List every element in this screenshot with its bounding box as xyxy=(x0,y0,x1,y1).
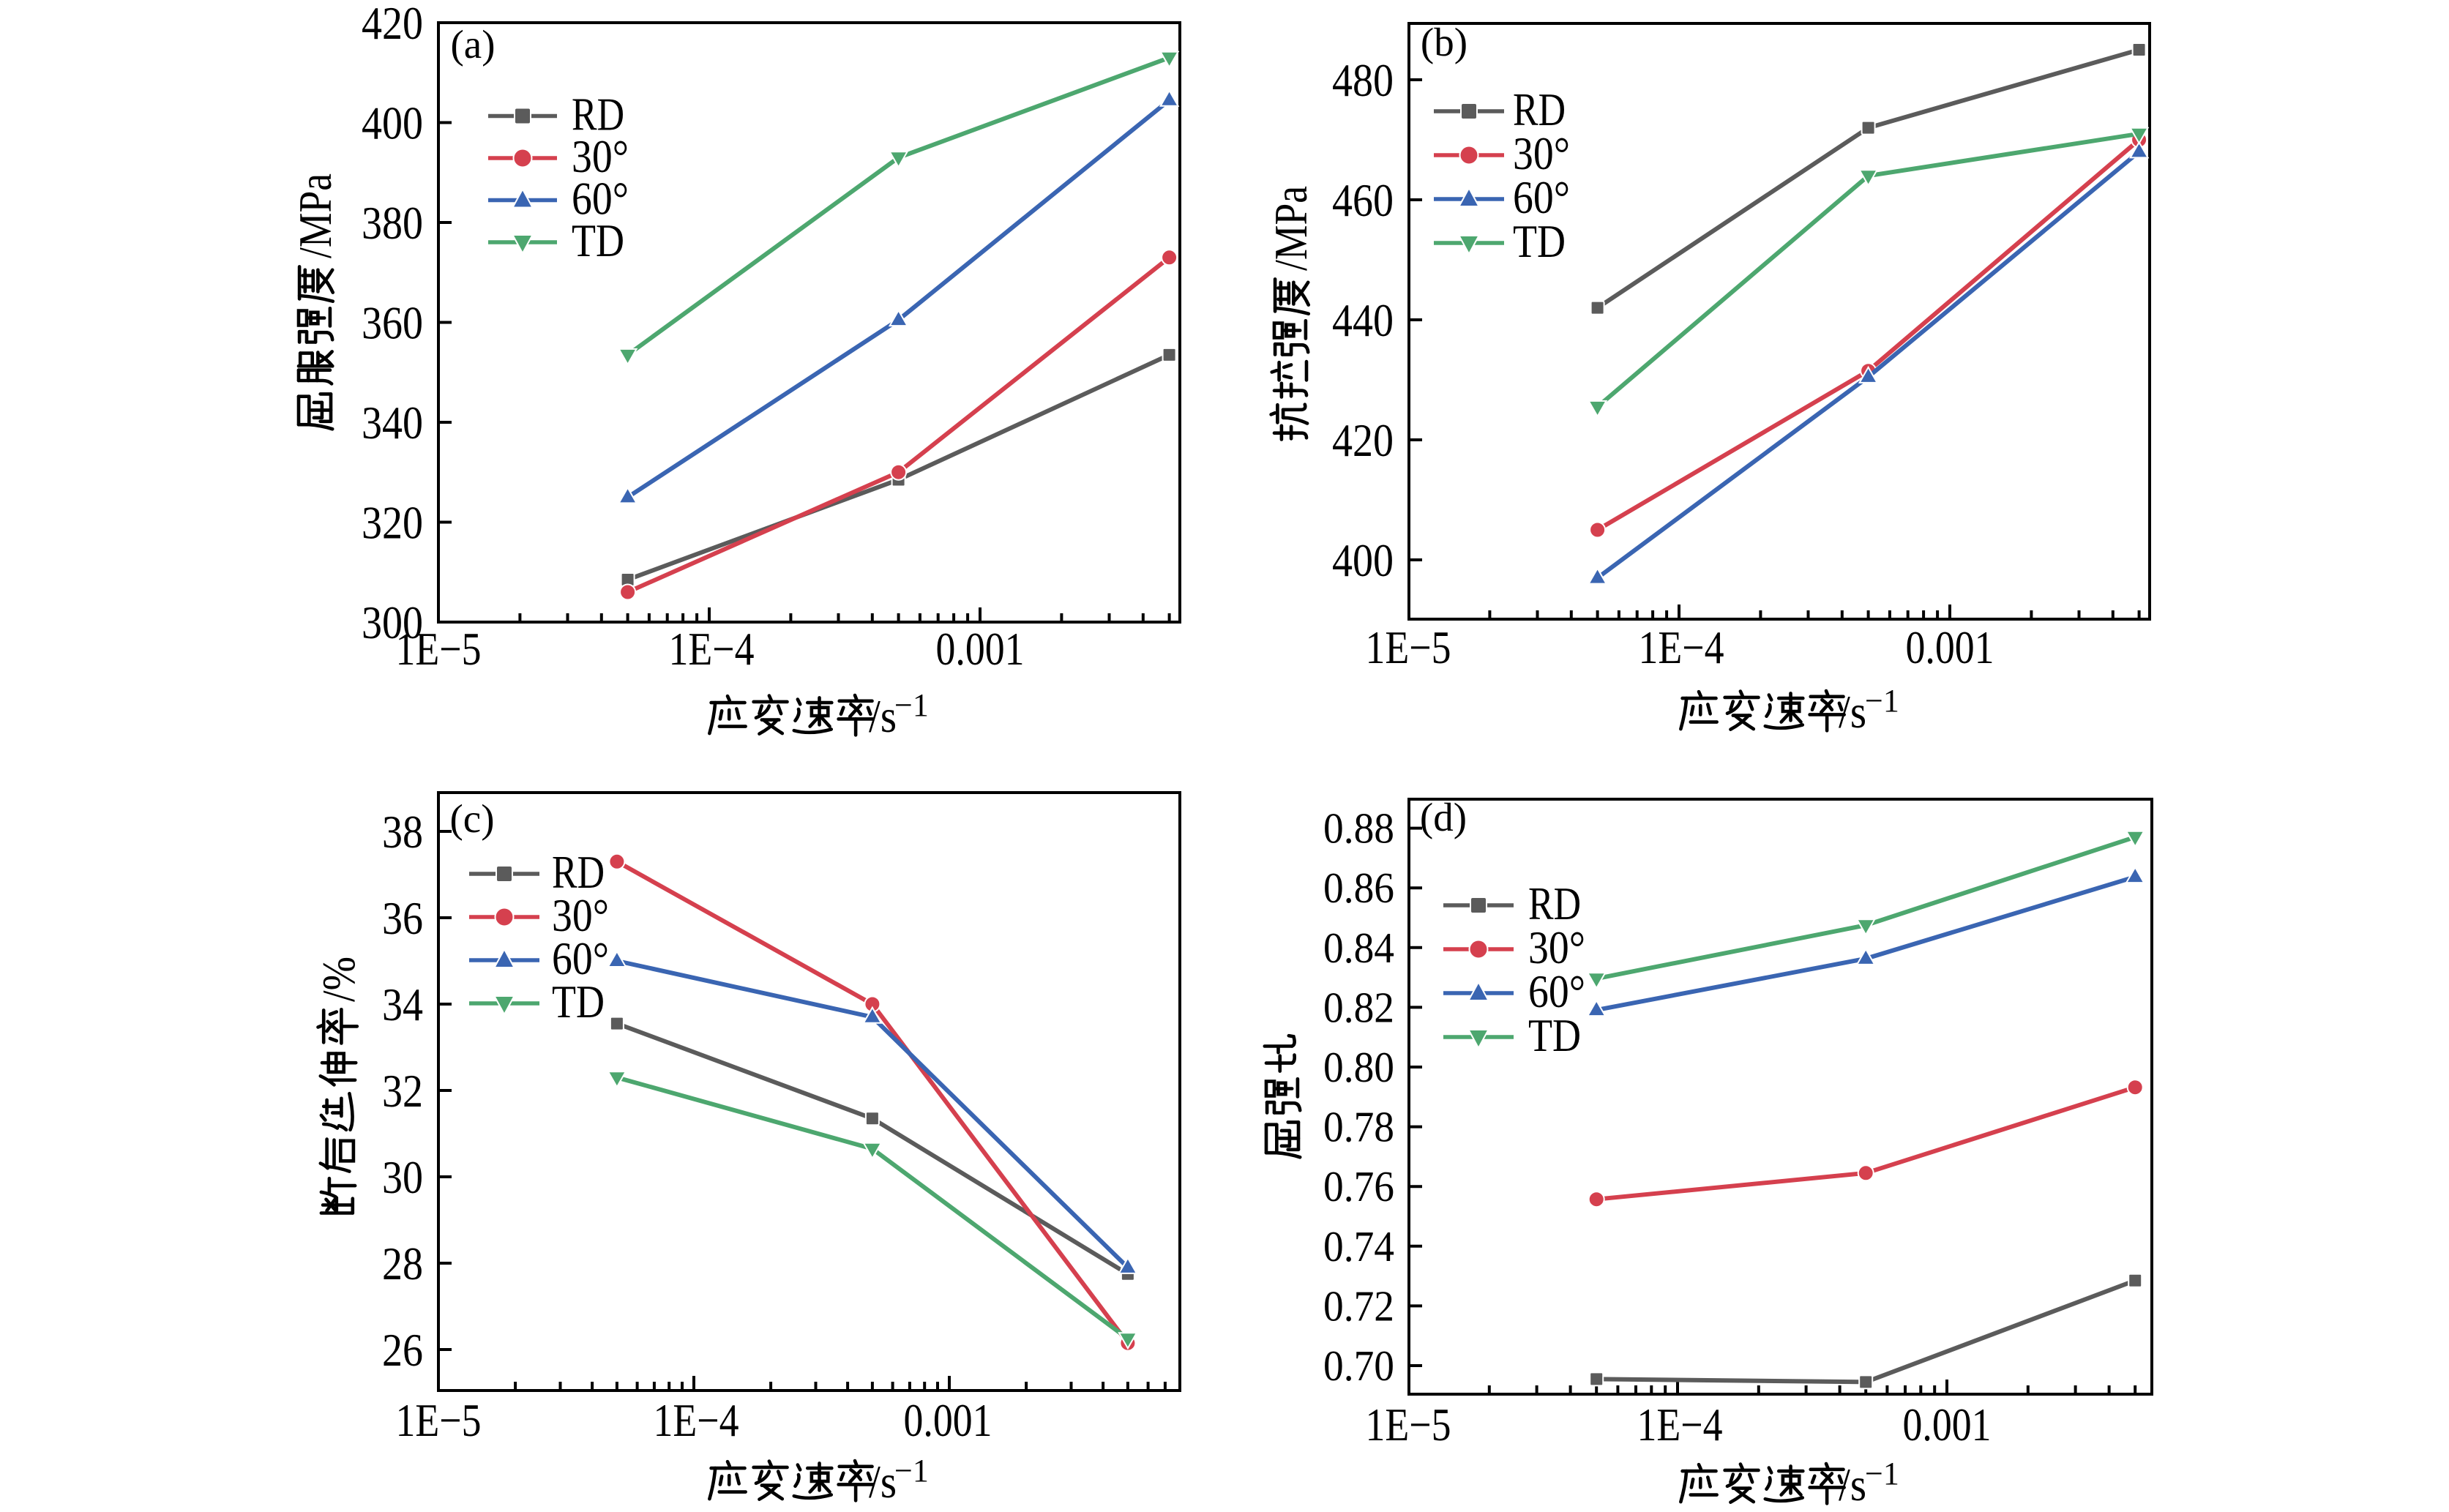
svg-text:34: 34 xyxy=(382,978,423,1030)
svg-text:0.001: 0.001 xyxy=(904,1394,992,1446)
svg-text:0.74: 0.74 xyxy=(1323,1222,1394,1270)
svg-text:1E−4: 1E−4 xyxy=(654,1394,739,1446)
svg-text:1E−5: 1E−5 xyxy=(396,1394,482,1446)
svg-text:(d): (d) xyxy=(1420,795,1467,839)
svg-text:−1: −1 xyxy=(1865,1456,1899,1492)
svg-text:0.001: 0.001 xyxy=(936,623,1025,675)
svg-text:400: 400 xyxy=(1332,534,1394,586)
svg-text:/s: /s xyxy=(869,691,897,742)
svg-text:(a): (a) xyxy=(450,22,495,67)
svg-text:TD: TD xyxy=(1528,1010,1581,1061)
svg-text:420: 420 xyxy=(362,0,423,49)
svg-text:/%: /% xyxy=(313,957,364,1002)
svg-text:−1: −1 xyxy=(894,687,929,723)
svg-text:(c): (c) xyxy=(449,796,494,841)
svg-text:TD: TD xyxy=(572,215,624,266)
svg-text:(b): (b) xyxy=(1421,20,1467,64)
svg-text:/s: /s xyxy=(869,1456,897,1508)
svg-text:360: 360 xyxy=(362,297,423,349)
svg-text:30: 30 xyxy=(382,1151,423,1203)
svg-text:30°: 30° xyxy=(1513,128,1570,179)
svg-text:30°: 30° xyxy=(572,131,629,182)
svg-text:0.78: 0.78 xyxy=(1323,1103,1394,1151)
svg-text:−1: −1 xyxy=(894,1453,929,1489)
svg-text:60°: 60° xyxy=(552,933,609,984)
svg-text:RD: RD xyxy=(552,847,605,898)
svg-text:480: 480 xyxy=(1332,54,1394,106)
svg-text:1E−4: 1E−4 xyxy=(669,623,755,675)
svg-text:420: 420 xyxy=(1332,414,1394,466)
svg-text:0.72: 0.72 xyxy=(1323,1281,1394,1330)
svg-text:460: 460 xyxy=(1332,174,1394,226)
svg-text:320: 320 xyxy=(362,497,423,549)
svg-text:400: 400 xyxy=(362,97,423,149)
svg-text:/s: /s xyxy=(1839,686,1866,738)
svg-text:30°: 30° xyxy=(1528,922,1585,973)
svg-text:0.84: 0.84 xyxy=(1323,924,1394,972)
svg-text:1E−4: 1E−4 xyxy=(1637,1399,1723,1451)
svg-text:38: 38 xyxy=(382,806,423,858)
svg-text:0.86: 0.86 xyxy=(1323,864,1394,912)
svg-text:26: 26 xyxy=(382,1324,423,1376)
svg-text:1E−5: 1E−5 xyxy=(396,623,482,675)
svg-text:/s: /s xyxy=(1839,1459,1866,1511)
svg-text:0.001: 0.001 xyxy=(1906,621,1994,673)
svg-text:300: 300 xyxy=(362,596,423,648)
svg-text:340: 340 xyxy=(362,397,423,449)
svg-text:−1: −1 xyxy=(1865,683,1899,719)
svg-text:/MPa: /MPa xyxy=(1265,186,1317,271)
svg-text:RD: RD xyxy=(1528,878,1581,929)
svg-text:380: 380 xyxy=(362,197,423,249)
svg-text:RD: RD xyxy=(572,89,624,141)
svg-text:1E−5: 1E−5 xyxy=(1366,1399,1451,1451)
svg-text:1E−4: 1E−4 xyxy=(1639,621,1724,673)
svg-text:32: 32 xyxy=(382,1065,423,1117)
svg-text:28: 28 xyxy=(382,1238,423,1290)
svg-text:0.88: 0.88 xyxy=(1323,804,1394,853)
svg-text:60°: 60° xyxy=(1528,966,1585,1017)
svg-text:440: 440 xyxy=(1332,294,1394,346)
svg-text:RD: RD xyxy=(1513,84,1566,135)
svg-text:0.001: 0.001 xyxy=(1903,1399,1992,1451)
svg-text:TD: TD xyxy=(1513,216,1566,267)
svg-text:36: 36 xyxy=(382,892,423,944)
svg-text:0.80: 0.80 xyxy=(1323,1043,1394,1091)
svg-text:TD: TD xyxy=(552,976,605,1028)
svg-text:0.70: 0.70 xyxy=(1323,1341,1394,1390)
svg-text:0.76: 0.76 xyxy=(1323,1162,1394,1210)
svg-text:30°: 30° xyxy=(552,890,609,941)
svg-text:0.82: 0.82 xyxy=(1323,983,1394,1031)
svg-text:60°: 60° xyxy=(572,173,629,225)
svg-text:60°: 60° xyxy=(1513,172,1570,223)
svg-text:1E−5: 1E−5 xyxy=(1366,621,1451,673)
svg-text:/MPa: /MPa xyxy=(290,173,341,258)
